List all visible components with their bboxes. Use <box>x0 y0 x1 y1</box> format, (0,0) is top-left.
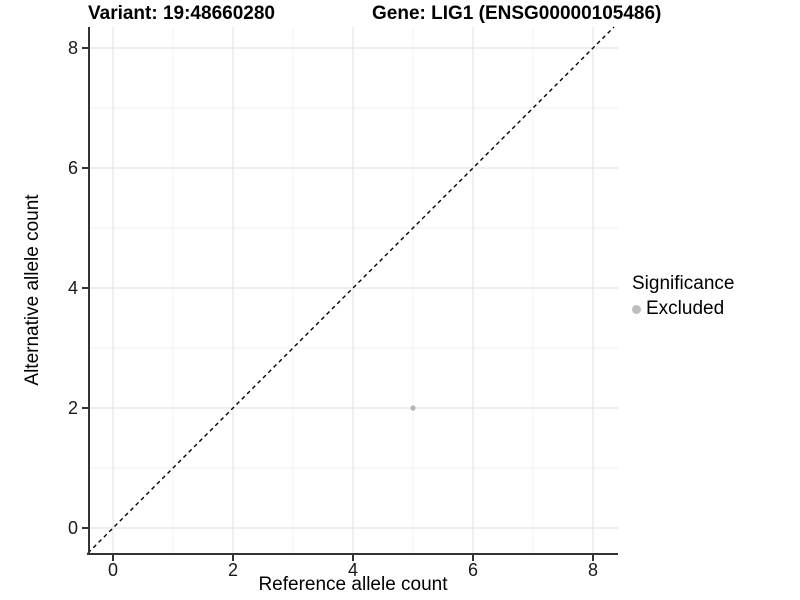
x-tick-label: 0 <box>107 560 119 580</box>
legend-item-label: Excluded <box>646 298 725 319</box>
x-tick-label: 6 <box>467 560 479 580</box>
x-tick-label: 4 <box>347 560 359 580</box>
legend-marker-circle-icon <box>632 304 641 314</box>
legend: Significance Excluded <box>632 273 734 320</box>
y-axis-title: Alternative allele count <box>22 194 43 386</box>
legend-title: Significance <box>632 273 735 294</box>
plot-title-gene: Gene: LIG1 (ENSG00000105486) <box>372 3 662 24</box>
identity-diagonal-line <box>87 26 615 554</box>
y-tick-label: 8 <box>67 38 78 58</box>
y-tick-label: 0 <box>67 518 78 538</box>
x-tick-label: 2 <box>227 560 239 580</box>
y-tick-label: 4 <box>67 278 78 298</box>
x-tick-label: 8 <box>587 560 599 580</box>
x-axis-title: Reference allele count <box>258 574 448 595</box>
y-tick-label: 2 <box>67 398 78 418</box>
legend-item-excluded: Excluded <box>632 298 734 320</box>
plot-title-variant: Variant: 19:48660280 <box>88 3 275 24</box>
data-point <box>410 405 416 411</box>
y-tick-label: 6 <box>67 158 78 178</box>
